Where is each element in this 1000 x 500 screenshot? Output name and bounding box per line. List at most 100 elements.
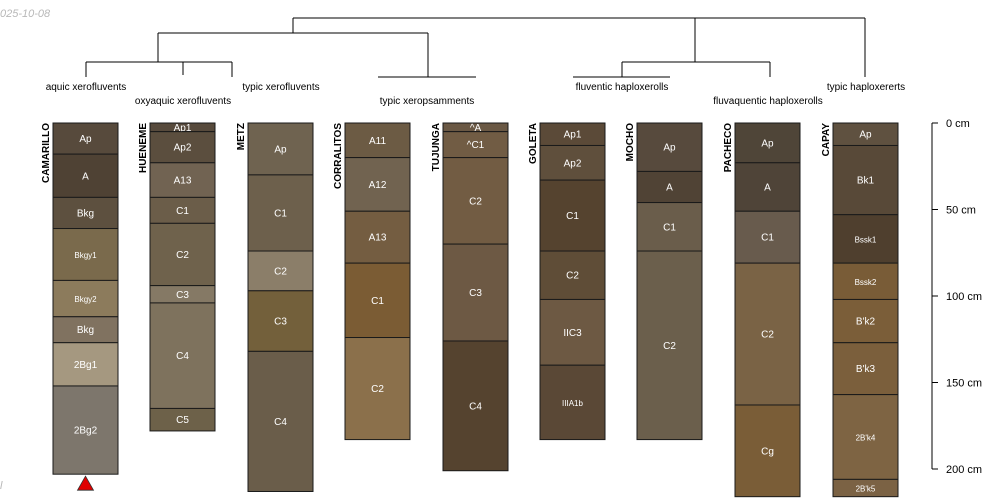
horizon-pacheco-3 xyxy=(734,262,801,406)
horizon-hueneme-4 xyxy=(149,222,216,287)
horizon-label: A13 xyxy=(174,176,192,187)
horizon-label: 2Bg2 xyxy=(74,426,98,437)
horizon-label: C4 xyxy=(274,417,287,428)
profile-name: HUENEME xyxy=(138,123,149,173)
horizon-label: C1 xyxy=(761,233,774,244)
horizon-camarillo-3 xyxy=(52,228,119,281)
profile-name: GOLETA xyxy=(528,123,539,164)
depth-axis: 0 cm 50 cm 100 cm 150 cm 200 cm xyxy=(931,118,982,476)
horizon-label: C2 xyxy=(761,330,774,341)
horizon-label: C2 xyxy=(274,266,287,277)
horizon-hueneme-7 xyxy=(149,407,216,432)
profile-name: MOCHO xyxy=(625,123,636,162)
horizon-label: Ap xyxy=(859,130,872,141)
horizon-goleta-2 xyxy=(539,179,606,252)
horizon-label: C2 xyxy=(371,384,384,395)
horizon-corralitos-4 xyxy=(344,337,411,441)
date-watermark: 025-10-08 xyxy=(0,8,51,20)
horizon-metz-4 xyxy=(247,350,314,492)
horizon-corralitos-2 xyxy=(344,210,411,264)
horizon-label: C5 xyxy=(176,415,189,426)
horizon-label: A xyxy=(666,183,673,194)
horizon-label: Bkg xyxy=(77,208,94,219)
horizon-corralitos-1 xyxy=(344,157,411,212)
profile-name: METZ xyxy=(236,123,247,150)
horizon-label: C2 xyxy=(566,271,579,282)
depth-tick-label: 0 cm xyxy=(946,118,970,130)
horizon-camarillo-4 xyxy=(52,279,119,318)
horizon-label: C3 xyxy=(469,288,482,299)
horizon-label: C1 xyxy=(274,208,287,219)
horizon-label: C4 xyxy=(176,351,189,362)
horizon-goleta-4 xyxy=(539,298,606,366)
horizon-label: A11 xyxy=(369,136,386,147)
horizon-label: B'k3 xyxy=(856,364,876,375)
horizon-corralitos-3 xyxy=(344,262,411,339)
horizon-label: 2B'k5 xyxy=(856,485,876,494)
horizon-capay-1 xyxy=(832,144,899,216)
horizon-label: A xyxy=(82,171,89,182)
horizon-label: C3 xyxy=(176,290,189,301)
horizon-metz-3 xyxy=(247,290,314,352)
horizon-capay-6 xyxy=(832,394,899,480)
horizon-label: C2 xyxy=(663,341,676,352)
profile-tujunga: ^A ^C1 C2 C3 C4 TUJUNGA xyxy=(431,122,509,472)
depth-tick-label: 50 cm xyxy=(946,205,976,217)
horizon-label: C1 xyxy=(663,222,676,233)
horizon-pacheco-2 xyxy=(734,210,801,264)
horizon-label: Bssk2 xyxy=(855,278,877,287)
group-label-g3: typic xerofluvents xyxy=(242,82,319,93)
group-label-g1: aquic xerofluvents xyxy=(46,82,127,93)
horizon-hueneme-2 xyxy=(149,162,216,198)
horizon-pacheco-0 xyxy=(734,122,801,164)
profile-camarillo: Ap A Bkg Bkgy1 Bkgy2 Bkg 2Bg1 2Bg2 CAMARILLO xyxy=(41,122,119,491)
horizon-label: Ap2 xyxy=(564,158,582,169)
footer-watermark: l xyxy=(0,480,3,492)
group-label-g5: fluventic haploxerolls xyxy=(576,82,669,93)
horizon-camarillo-5 xyxy=(52,316,119,344)
depth-tick-label: 100 cm xyxy=(946,291,982,303)
group-label-g6: fluvaquentic haploxerolls xyxy=(713,96,823,107)
horizon-label: Ap xyxy=(274,144,287,155)
horizon-label: Ap2 xyxy=(174,143,192,154)
horizon-capay-5 xyxy=(832,342,899,396)
horizon-metz-1 xyxy=(247,174,314,252)
horizon-label: Ap xyxy=(761,138,774,149)
horizon-label: A xyxy=(764,183,771,194)
profile-name: CAMARILLO xyxy=(41,123,52,183)
horizon-camarillo-7 xyxy=(52,385,119,475)
horizon-label: Ap1 xyxy=(564,130,582,141)
horizon-label: ^C1 xyxy=(467,140,485,151)
profile-corralitos: A11 A12 A13 C1 C2 CORRALITOS xyxy=(333,122,411,441)
profile-metz: Ap C1 C2 C3 C4 METZ xyxy=(236,122,314,492)
horizon-camarillo-2 xyxy=(52,196,119,230)
profile-goleta: Ap1 Ap2 C1 C2 IIC3 IIIA1b GOLETA xyxy=(528,122,606,441)
horizon-label: C1 xyxy=(176,206,189,217)
horizon-goleta-5 xyxy=(539,364,606,441)
horizon-mocho-2 xyxy=(636,202,703,252)
depth-tick-label: 150 cm xyxy=(946,378,982,390)
horizon-capay-2 xyxy=(832,214,899,264)
horizon-goleta-1 xyxy=(539,144,606,181)
horizon-label: A13 xyxy=(369,233,387,244)
horizon-tujunga-2 xyxy=(442,157,509,245)
group-labels: aquic xerofluvents oxyaquic xerofluvents t… xyxy=(46,82,905,107)
horizon-label: Ap xyxy=(663,143,676,154)
horizon-mocho-0 xyxy=(636,122,703,172)
horizon-label: ^A xyxy=(470,123,482,134)
horizon-label: Bssk1 xyxy=(855,235,877,244)
horizon-label: IIC3 xyxy=(563,328,582,339)
profile-name: CORRALITOS xyxy=(333,123,344,189)
horizon-label: IIIA1b xyxy=(562,399,583,408)
group-label-g7: typic haploxererts xyxy=(827,82,905,93)
horizon-label: Ap xyxy=(79,134,92,145)
horizon-metz-0 xyxy=(247,122,314,176)
horizon-label: B'k2 xyxy=(856,317,876,328)
horizon-label: Bkg xyxy=(77,325,94,336)
depth-tick-label: 200 cm xyxy=(946,464,982,476)
horizon-metz-2 xyxy=(247,250,314,292)
horizon-camarillo-6 xyxy=(52,342,119,387)
horizon-mocho-1 xyxy=(636,170,703,204)
horizon-hueneme-3 xyxy=(149,196,216,224)
